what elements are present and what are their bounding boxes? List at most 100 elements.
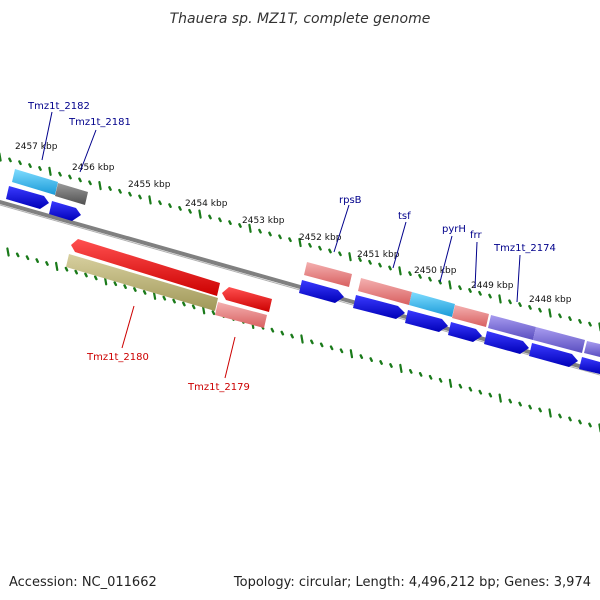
tick-minor	[329, 345, 334, 351]
kbp-label: 2457 kbp	[15, 142, 58, 152]
tick-minor	[428, 276, 432, 282]
tick-minor	[458, 383, 463, 389]
forward-cds-track	[6, 186, 600, 374]
gene-tmz1t-2182[interactable]	[12, 169, 58, 195]
tick-minor	[35, 258, 39, 263]
tick-minor	[158, 200, 162, 206]
cds-arrow[interactable]	[529, 343, 578, 367]
tick-major	[48, 166, 52, 176]
cds-arrow[interactable]	[353, 295, 405, 319]
gene-label[interactable]: Tmz1t_2179	[187, 382, 250, 393]
tick-minor	[93, 275, 98, 281]
kbp-label: 2451 kbp	[357, 250, 400, 260]
tick-major	[198, 209, 202, 219]
tick-minor	[418, 274, 422, 279]
tick-major	[448, 280, 452, 290]
gene-label[interactable]: frr	[470, 230, 482, 241]
gene-tmz1t-2181[interactable]	[55, 183, 88, 205]
tick-major	[348, 252, 352, 262]
cds-arrow[interactable]	[579, 357, 600, 374]
gene-frr[interactable]	[452, 305, 489, 327]
tick-minor	[123, 284, 127, 289]
kbp-labels: 2457 kbp 2456 kbp 2455 kbp 2454 kbp 2453…	[15, 142, 572, 305]
tick-minor	[358, 257, 362, 262]
gene-tmz1t-2179-cds[interactable]	[222, 287, 272, 312]
tick-minor	[8, 157, 12, 163]
tick-minor	[488, 392, 493, 398]
cds-arrow[interactable]	[299, 280, 344, 303]
tick-minor	[578, 419, 582, 425]
tick-minor	[418, 372, 423, 377]
tick-major	[448, 378, 453, 388]
gene-tmz1t-2180-cds[interactable]	[71, 239, 220, 296]
gene-label[interactable]: Tmz1t_2180	[86, 352, 149, 363]
tick-minor	[45, 261, 49, 266]
map-title: Thauera sp. MZ1T, complete genome	[170, 11, 431, 27]
tick-minor	[588, 422, 592, 428]
tick-minor	[208, 214, 212, 220]
tick-minor	[359, 354, 364, 359]
tick-minor	[528, 404, 532, 410]
tick-minor	[258, 228, 262, 234]
tick-minor	[15, 252, 20, 258]
gene-label[interactable]: Tmz1t_2182	[27, 101, 90, 112]
tick-minor	[518, 302, 522, 307]
tick-minor	[408, 271, 412, 276]
kbp-label: 2448 kbp	[529, 295, 572, 305]
tick-minor	[588, 321, 592, 327]
gene-pyrH[interactable]	[409, 292, 455, 317]
tick-minor	[28, 163, 32, 169]
gene-label[interactable]: rpsB	[339, 195, 362, 206]
cds-arrow[interactable]	[484, 331, 529, 354]
tick-minor	[518, 401, 522, 407]
tick-minor	[568, 316, 572, 321]
kbp-label: 2452 kbp	[299, 233, 342, 243]
tick-minor	[218, 217, 222, 223]
cds-arrow[interactable]	[6, 186, 49, 209]
gene-label[interactable]: Tmz1t_2181	[68, 117, 131, 128]
gene-tmz1t-2174[interactable]	[488, 315, 536, 340]
gene-rpsB[interactable]	[304, 262, 352, 287]
tick-minor	[172, 298, 176, 304]
tick-minor	[18, 160, 22, 166]
cds-arrow[interactable]	[49, 201, 81, 221]
tick-minor	[25, 255, 30, 261]
tick-major	[248, 223, 252, 233]
reverse-gene-track	[66, 239, 272, 328]
forward-label-leaders	[41, 111, 521, 303]
gene-label[interactable]: tsf	[398, 211, 411, 222]
tick-minor	[318, 245, 322, 251]
tick-minor	[478, 290, 482, 296]
tick-minor	[182, 301, 186, 307]
gene-next-purple-1[interactable]	[533, 327, 585, 353]
gene-label[interactable]: pyrH	[442, 224, 466, 235]
tick-minor	[328, 248, 332, 254]
tick-major	[548, 408, 552, 418]
kbp-label: 2449 kbp	[471, 281, 514, 291]
tick-minor	[538, 307, 542, 313]
tick-major	[399, 363, 403, 373]
tick-minor	[468, 386, 473, 392]
tick-major	[349, 349, 354, 359]
gene-tmz1t-2179[interactable]	[215, 302, 267, 328]
tick-minor	[438, 377, 443, 383]
tick-minor	[288, 237, 292, 243]
gene-label[interactable]: Tmz1t_2174	[493, 243, 556, 254]
gene-next-purple-2[interactable]	[584, 341, 600, 357]
tick-minor	[379, 360, 383, 365]
tick-minor	[558, 313, 562, 319]
tick-major	[0, 152, 2, 162]
tick-major	[498, 294, 502, 304]
cds-arrow[interactable]	[405, 310, 448, 332]
gene-tmz1t-2180[interactable]	[66, 254, 218, 311]
tick-minor	[388, 265, 392, 271]
tick-minor	[558, 413, 562, 419]
reverse-labels: Tmz1t_2180 Tmz1t_2179	[86, 352, 250, 393]
tick-minor	[74, 269, 79, 275]
tick-minor	[78, 177, 82, 183]
gene-tsf[interactable]	[358, 278, 412, 305]
cds-arrow[interactable]	[448, 322, 482, 342]
tick-minor	[308, 242, 312, 248]
tick-minor	[268, 231, 272, 237]
